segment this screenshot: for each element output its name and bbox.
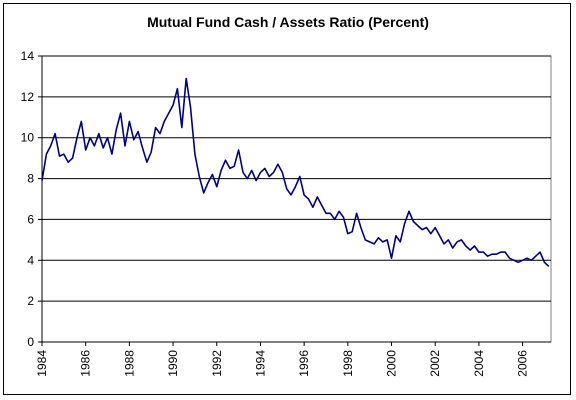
y-tick-label: 6 [27,212,34,226]
x-tick-label: 2002 [428,350,442,377]
plot-area [41,55,552,343]
x-tick-label: 1996 [297,350,311,377]
x-tick-label: 1998 [341,350,355,377]
chart-title: Mutual Fund Cash / Assets Ratio (Percent… [147,14,429,30]
x-tick-label: 1986 [79,350,93,377]
y-tick-label: 0 [27,335,34,349]
y-tick-label: 8 [27,172,34,186]
x-tick-label: 1994 [253,350,267,377]
x-tick-label: 1992 [210,350,224,377]
x-tick-label: 2000 [385,350,399,377]
y-tick-label: 12 [21,90,35,104]
x-tick-label: 2004 [472,350,486,377]
series-line [41,77,550,267]
x-tick-label: 1990 [166,350,180,377]
y-tick-label: 4 [27,253,34,267]
x-tick-label: 1984 [35,350,49,377]
x-tick-label: 2006 [516,350,530,377]
y-tick-label: 10 [21,131,35,145]
x-tick-label: 1988 [122,350,136,377]
y-tick-label: 14 [21,49,35,63]
y-tick-label: 2 [27,294,34,308]
